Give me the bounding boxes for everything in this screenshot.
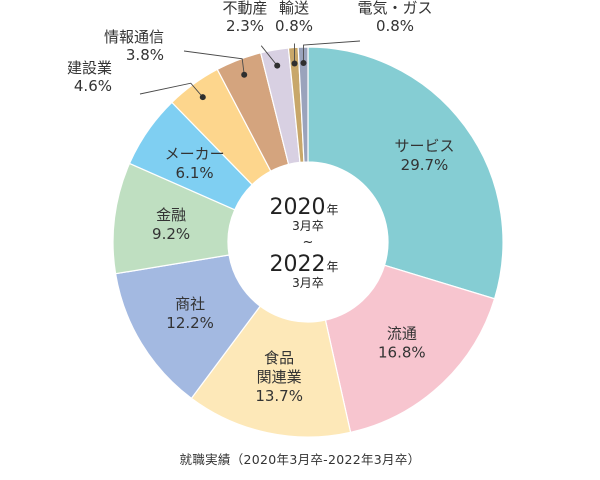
leader-dot bbox=[199, 94, 206, 101]
slice-value-label: 16.8% bbox=[378, 344, 426, 362]
slice-value-label: 3.8% bbox=[126, 46, 164, 64]
center-month-end: 3月卒 bbox=[292, 276, 324, 290]
pie-slice bbox=[307, 46, 504, 300]
slice-category-label: 商社 bbox=[175, 295, 205, 313]
pie-slice bbox=[190, 305, 352, 438]
slice-category-label: 食品 bbox=[264, 349, 294, 367]
leader-dot bbox=[291, 60, 298, 67]
slice-category-label: 建設業 bbox=[67, 59, 112, 77]
slice-category-label: 不動産 bbox=[222, 0, 267, 17]
slice-value-label: 2.3% bbox=[226, 17, 264, 35]
leader-dot bbox=[300, 60, 307, 67]
slice-value-label: 9.2% bbox=[152, 225, 190, 243]
chart-caption: 就職実績（2020年3月卒-2022年3月卒） bbox=[179, 452, 421, 467]
slice-value-label: 12.2% bbox=[166, 314, 214, 332]
slice-category-label: 情報通信 bbox=[104, 28, 164, 46]
leader-dot bbox=[241, 71, 248, 78]
leader-dot bbox=[274, 62, 281, 69]
center-tilde: ~ bbox=[303, 235, 314, 250]
slice-category-label: 流通 bbox=[387, 325, 417, 343]
center-year-end: 2022年 bbox=[269, 252, 338, 277]
center-month-start: 3月卒 bbox=[292, 219, 324, 233]
center-year-start: 2020年 bbox=[269, 195, 338, 220]
slice-value-label: 0.8% bbox=[376, 17, 414, 35]
pie-slice bbox=[324, 264, 496, 434]
slice-category-label: サービス bbox=[394, 137, 454, 155]
leader-line bbox=[260, 45, 278, 66]
slice-value-label: 0.8% bbox=[275, 17, 313, 35]
leader-line bbox=[183, 50, 245, 75]
pie-slice bbox=[297, 46, 309, 163]
slice-category-label: 電気・ガス bbox=[357, 0, 432, 17]
slice-value-label: 4.6% bbox=[74, 77, 112, 95]
slice-category-label: 金融 bbox=[156, 206, 186, 224]
slice-value-label: 29.7% bbox=[401, 156, 449, 174]
leader-line bbox=[303, 40, 361, 64]
slice-category-label: メーカー bbox=[165, 145, 225, 163]
slice-category-label: 関連業 bbox=[257, 368, 302, 386]
leader-line bbox=[139, 82, 204, 98]
slice-category-label: 輸送 bbox=[279, 0, 309, 17]
slice-value-label: 6.1% bbox=[176, 164, 214, 182]
slice-value-label: 13.7% bbox=[255, 387, 303, 405]
